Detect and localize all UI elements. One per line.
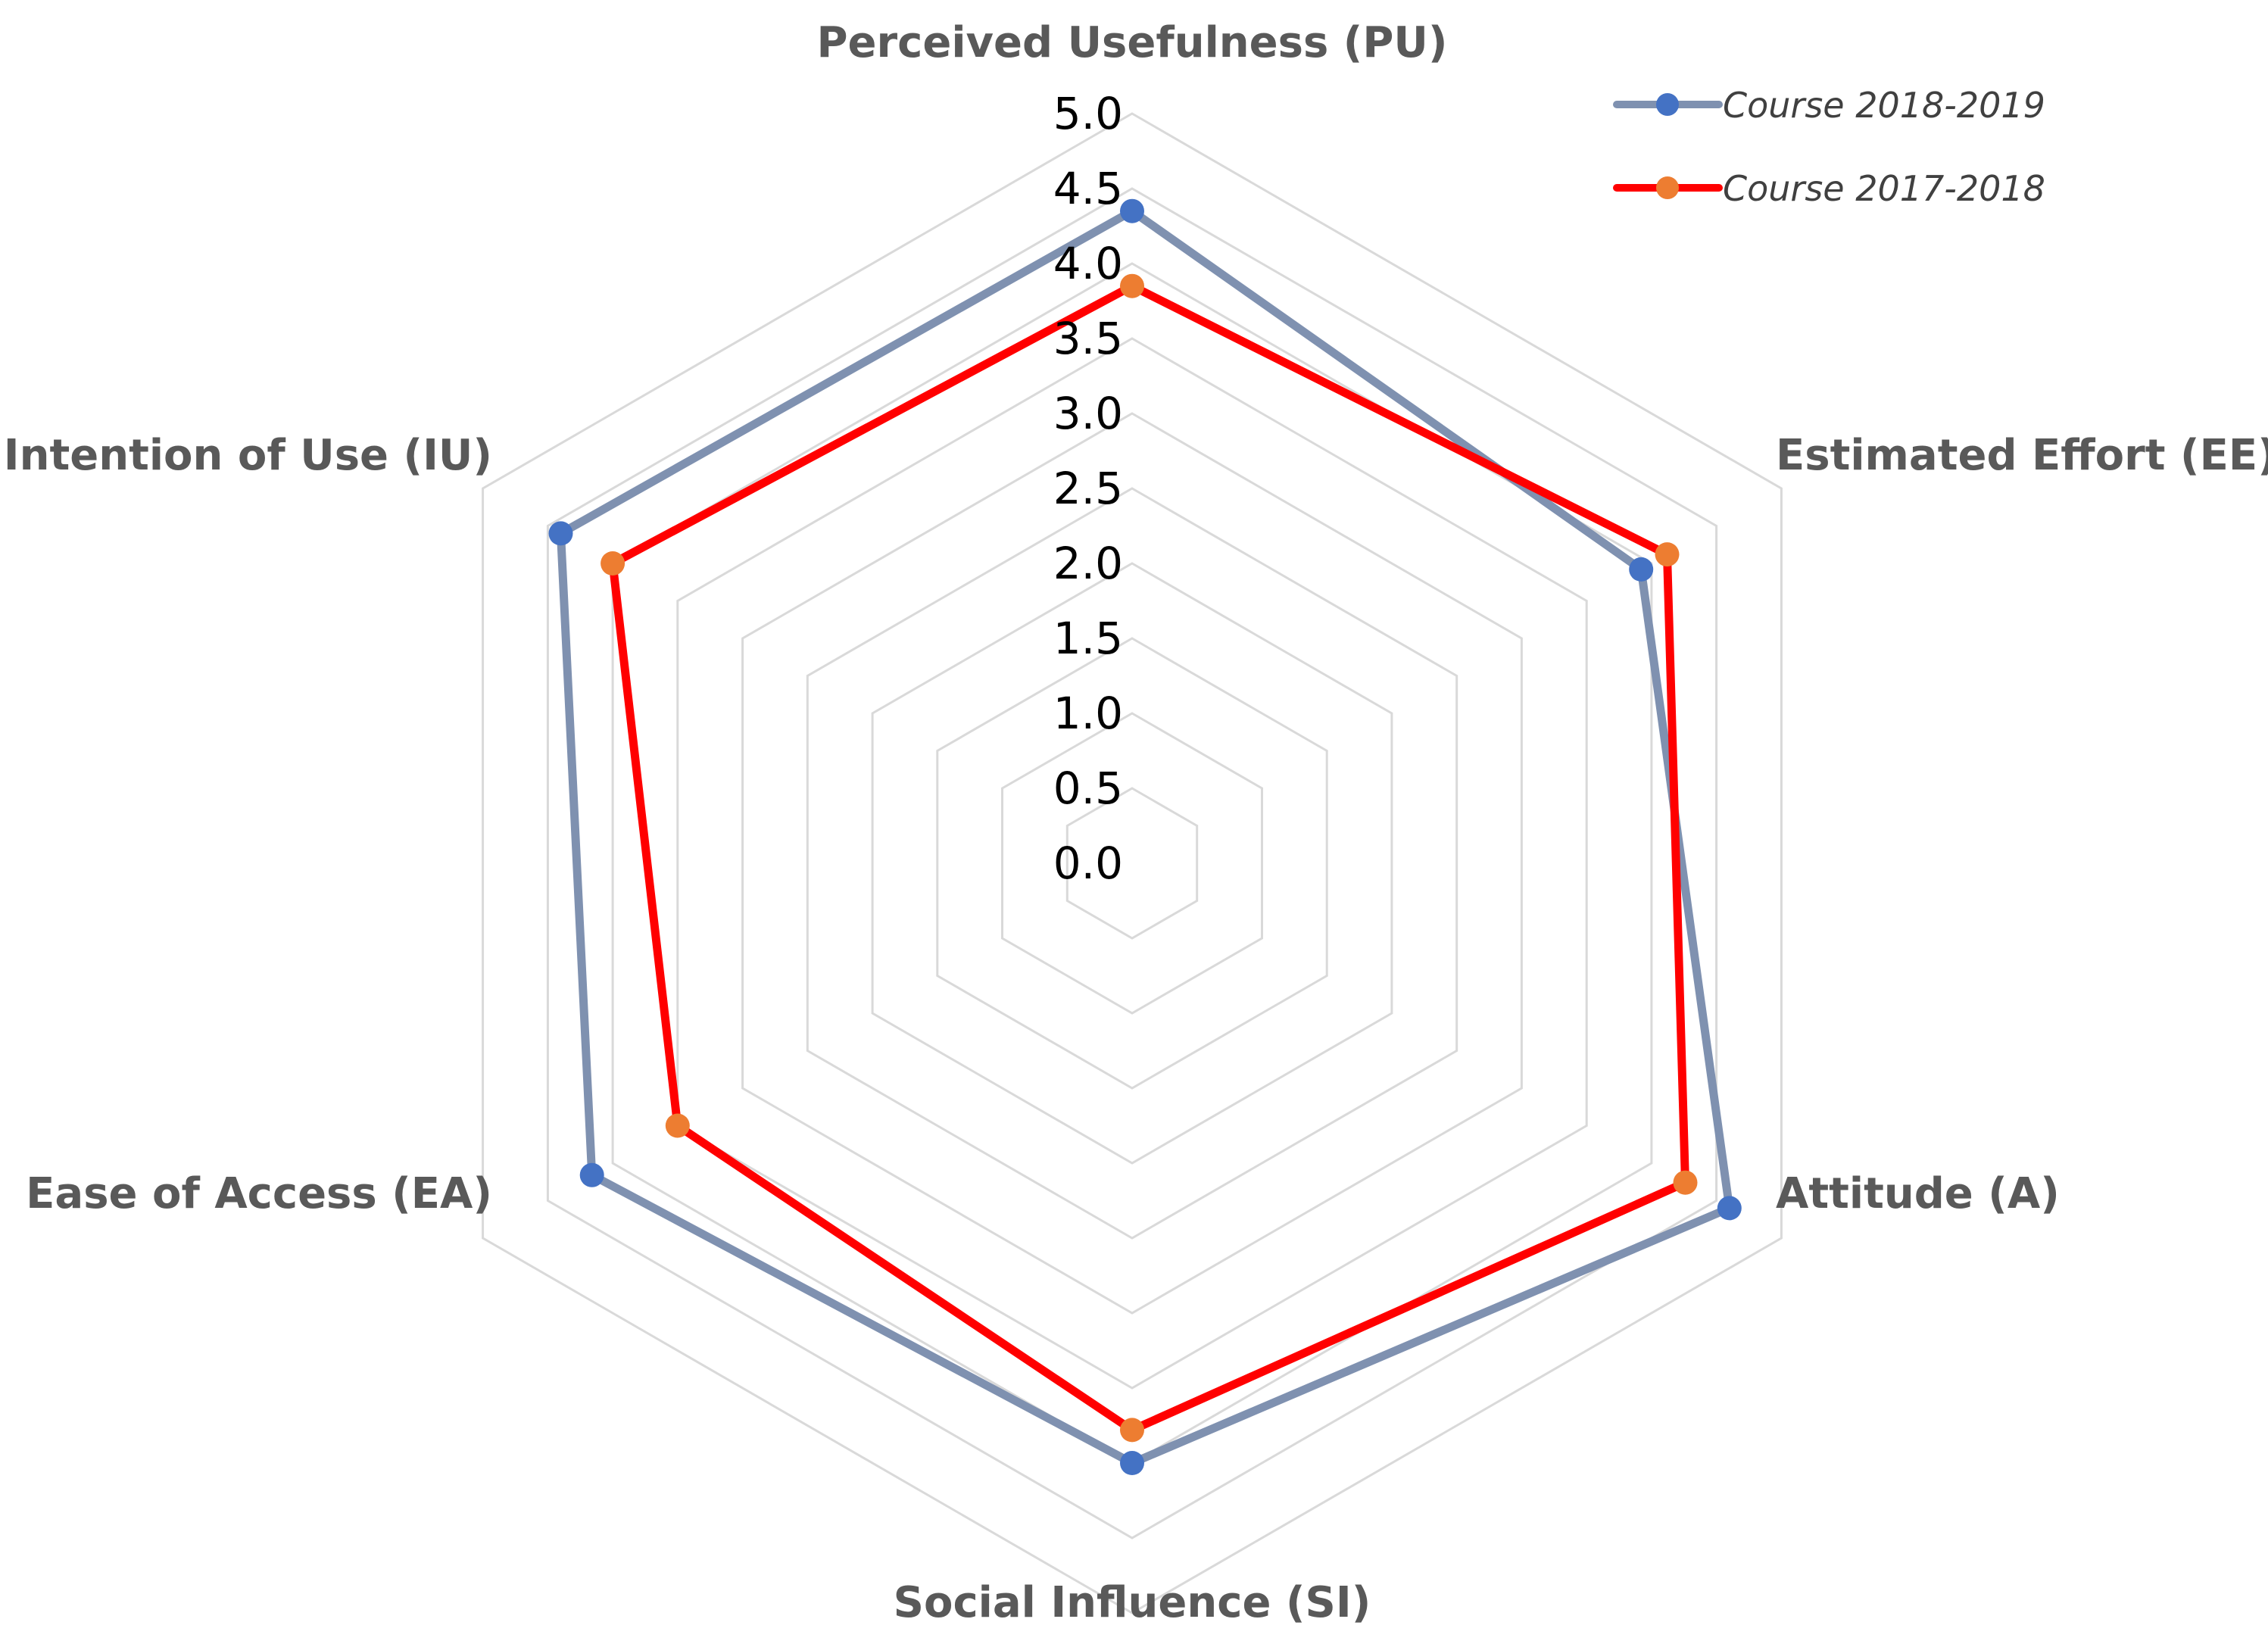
axis-label-a: Attitude (A) — [1776, 1169, 2060, 1218]
tick-label: 1.5 — [1053, 613, 1123, 664]
grid-ring — [676, 337, 1588, 1390]
grid-ring — [1001, 712, 1263, 1015]
axis-label-iu: Intention of Use (IU) — [4, 431, 492, 480]
series-0-point-1 — [1629, 557, 1654, 582]
legend-item-2017-2018: Course 2017-2018 — [1613, 168, 2045, 209]
tick-label: 0.0 — [1053, 838, 1123, 889]
tick-label: 1.0 — [1053, 688, 1123, 739]
series-1-point-2 — [1673, 1170, 1698, 1195]
axis-label-si: Social Influence (SI) — [894, 1578, 1371, 1627]
tick-label: 5.0 — [1053, 88, 1123, 139]
axis-label-ea: Ease of Access (EA) — [26, 1169, 492, 1218]
grid-ring — [936, 637, 1328, 1090]
legend: Course 2018-2019 Course 2017-2018 — [1613, 85, 2045, 209]
grid-ring — [871, 562, 1393, 1165]
tick-label: 4.5 — [1053, 163, 1123, 214]
grid-ring — [611, 262, 1653, 1465]
series-0-point-5 — [548, 521, 573, 546]
legend-marker-2018-2019 — [1656, 93, 1679, 116]
radial-tick-labels: 0.0 0.5 1.0 1.5 2.0 2.5 3.0 3.5 4.0 4.5 5.0 — [1053, 88, 1123, 889]
series-line-1 — [608, 281, 1690, 1435]
series-1-point-4 — [665, 1113, 690, 1138]
grid-ring — [741, 412, 1523, 1315]
legend-label-2018-2019: Course 2018-2019 — [1723, 85, 2045, 126]
grid-ring — [1065, 787, 1199, 940]
tick-label: 3.0 — [1053, 388, 1123, 439]
axis-label-pu: Perceived Usefulness (PU) — [817, 18, 1448, 67]
series-0-point-3 — [1120, 1451, 1144, 1475]
grid-ring — [482, 112, 1783, 1614]
series-0-point-0 — [1120, 198, 1144, 223]
series-1-point-3 — [1120, 1418, 1144, 1443]
radar-grid — [482, 112, 1783, 1614]
grid-ring — [806, 487, 1458, 1240]
series-1-point-1 — [1655, 542, 1680, 567]
legend-label-2017-2018: Course 2017-2018 — [1723, 168, 2045, 209]
tick-label: 2.0 — [1053, 538, 1123, 589]
series-0-point-2 — [1717, 1196, 1742, 1221]
radar-series — [548, 198, 1742, 1475]
series-line-0 — [556, 206, 1734, 1468]
tick-label: 2.5 — [1053, 463, 1123, 514]
tick-label: 0.5 — [1053, 763, 1123, 814]
tick-label: 4.0 — [1053, 238, 1123, 289]
grid-ring — [546, 187, 1718, 1539]
axis-labels: Perceived Usefulness (PU) Estimated Effo… — [4, 18, 2268, 1627]
series-1-point-5 — [601, 551, 625, 576]
legend-item-2018-2019: Course 2018-2019 — [1613, 85, 2045, 126]
tick-label: 3.5 — [1053, 313, 1123, 364]
series-0-point-4 — [579, 1162, 604, 1187]
series-1-point-0 — [1120, 273, 1144, 298]
legend-marker-2017-2018 — [1656, 176, 1679, 199]
axis-label-ee: Estimated Effort (EE) — [1776, 431, 2268, 480]
